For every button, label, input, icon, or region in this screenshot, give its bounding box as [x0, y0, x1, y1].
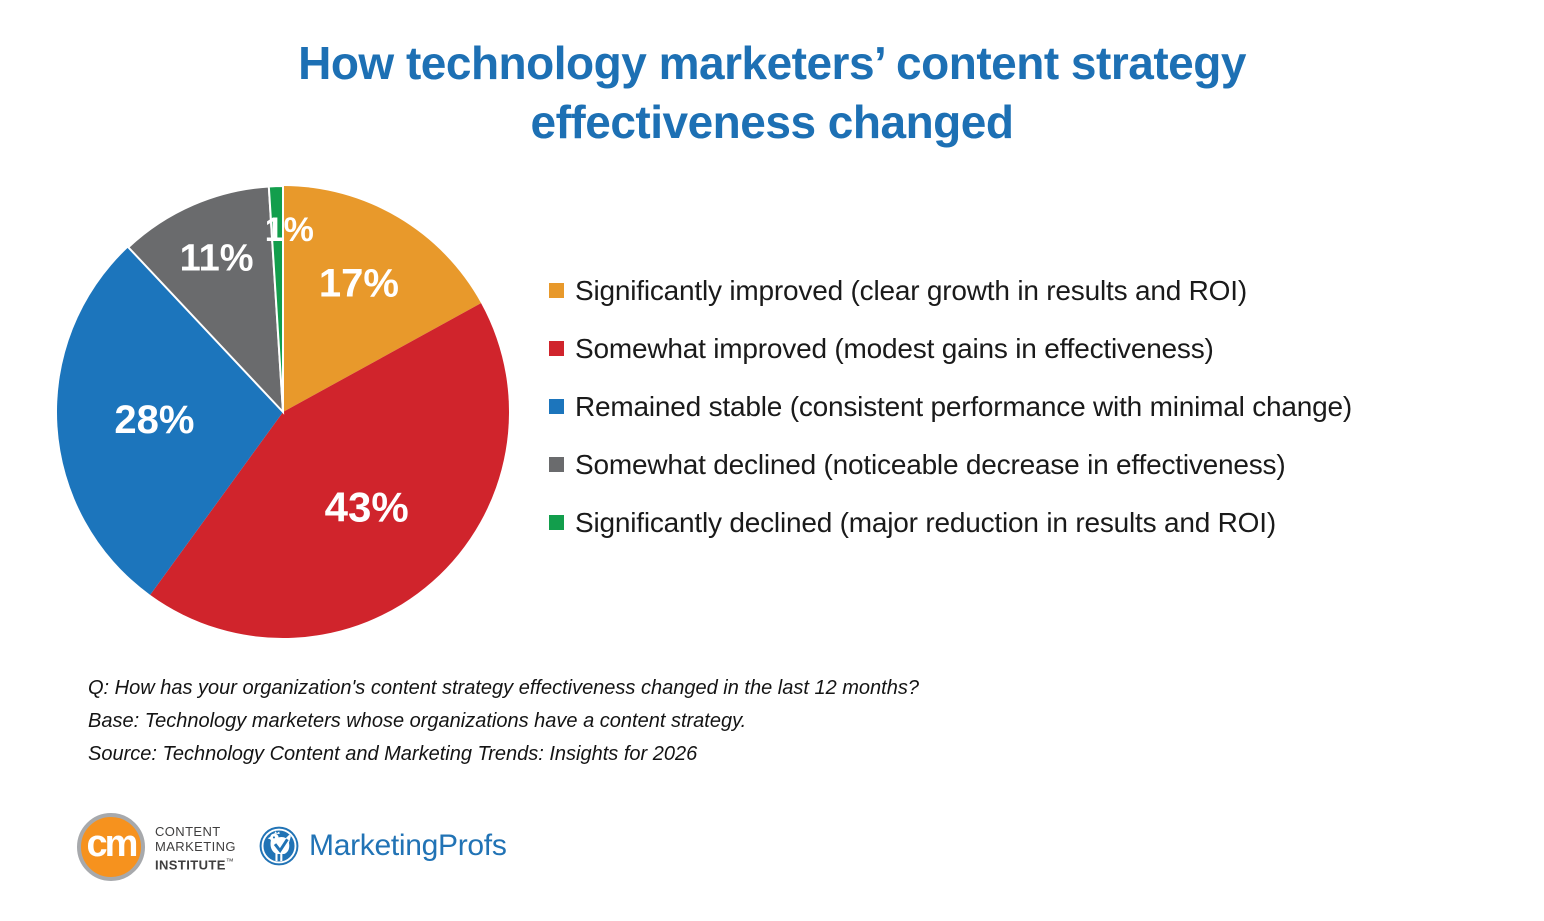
footnote-question: Q: How has your organization's content s… — [88, 677, 919, 699]
marketingprofs-wordmark: MarketingProfs — [309, 829, 507, 862]
cmi-logo-icon: cm — [77, 813, 145, 881]
legend-swatch-icon — [549, 515, 564, 530]
footnote-base: Base: Technology marketers whose organiz… — [88, 710, 747, 732]
cmi-logo-text: CONTENT MARKETING INSTITUTE™ — [155, 813, 236, 881]
legend-swatch-icon — [549, 399, 564, 414]
chart-title-line2: effectiveness changed — [530, 96, 1014, 148]
cmi-monogram: cm — [86, 822, 139, 865]
pie-slice-1 — [283, 186, 482, 412]
chart-title: How technology marketers’ content strate… — [0, 34, 1544, 152]
legend-item-2: Somewhat improved (modest gains in effec… — [549, 332, 1352, 365]
pie-slice-5 — [267, 184, 284, 413]
marketingprofs-logo: MarketingProfs — [258, 825, 507, 867]
cmi-text-line2: MARKETING — [155, 839, 236, 854]
legend-label: Significantly declined (major reduction … — [575, 506, 1276, 538]
cmi-text-line1: CONTENT — [155, 824, 221, 839]
pie-chart: 17% 43% 28% 11% 1% — [55, 184, 511, 640]
pie-value-label-4: 11% — [180, 238, 254, 280]
trademark-symbol: ™ — [225, 857, 235, 866]
legend-label: Somewhat declined (noticeable decrease i… — [575, 448, 1286, 480]
pie-slice-3 — [56, 247, 283, 595]
pie-slice-4 — [126, 185, 285, 415]
cmi-logo: cm CONTENT MARKETING INSTITUTE™ — [77, 813, 236, 881]
legend: Significantly improved (clear growth in … — [549, 274, 1352, 564]
pie-value-label-2: 43% — [325, 483, 409, 530]
legend-item-5: Significantly declined (major reduction … — [549, 506, 1352, 539]
pie-value-label-3: 28% — [114, 398, 194, 442]
legend-swatch-icon — [549, 341, 564, 356]
footnote-source: Source: Technology Content and Marketing… — [88, 743, 698, 765]
legend-item-4: Somewhat declined (noticeable decrease i… — [549, 448, 1352, 481]
pie-slice-2 — [150, 303, 510, 639]
pie-value-label-1: 17% — [319, 262, 399, 306]
legend-item-1: Significantly improved (clear growth in … — [549, 274, 1352, 307]
chart-title-line1: How technology marketers’ content strate… — [298, 37, 1246, 89]
legend-swatch-icon — [549, 283, 564, 298]
legend-label: Remained stable (consistent performance … — [575, 390, 1353, 422]
footnotes: Q: How has your organization's content s… — [88, 678, 919, 777]
rooster-icon — [259, 826, 299, 866]
legend-label: Significantly improved (clear growth in … — [575, 274, 1247, 306]
legend-label: Somewhat improved (modest gains in effec… — [575, 332, 1214, 364]
pie-value-label-5: 1% — [265, 211, 314, 249]
legend-item-3: Remained stable (consistent performance … — [549, 390, 1352, 423]
legend-swatch-icon — [549, 457, 564, 472]
cmi-text-line3: INSTITUTE™ — [155, 857, 235, 873]
pie-chart-svg: 17% 43% 28% 11% 1% — [56, 184, 510, 639]
